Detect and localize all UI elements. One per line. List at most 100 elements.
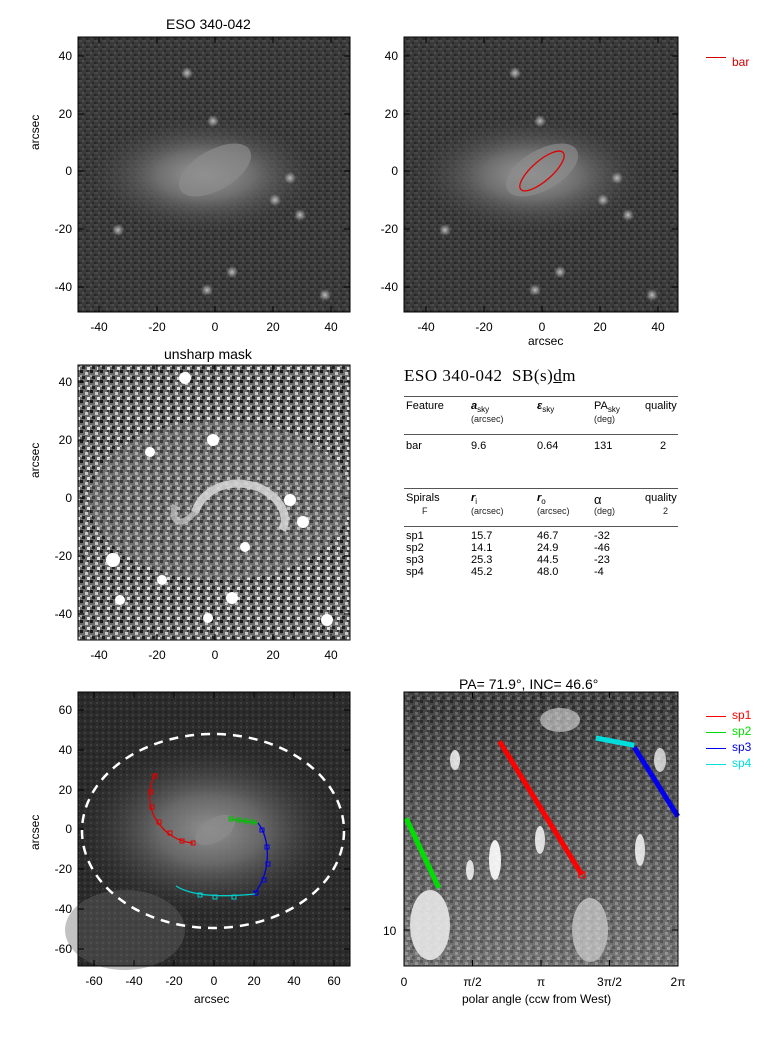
- bar-header-a-unit: (arcsec): [471, 414, 504, 424]
- table-rule-2: [404, 434, 678, 435]
- panel1-title: ESO 340-042: [166, 16, 251, 32]
- panel1-ytick: -40: [54, 280, 72, 294]
- spiral-row-ri: 25.3: [471, 554, 493, 566]
- galaxy-name: ESO 340-042: [404, 366, 503, 385]
- table-rule-3: [404, 488, 678, 489]
- type-suffix: m: [562, 366, 576, 385]
- panel3-xtick: -20: [148, 648, 166, 662]
- legend-sp1-label: sp1: [732, 708, 752, 722]
- panel5-xtick: -60: [85, 974, 103, 988]
- table-title: ESO 340-042 SB(s)dm: [404, 366, 576, 386]
- spiral-sp1-overlay: [149, 772, 194, 844]
- spiral-header-ri: ri: [471, 492, 478, 507]
- spiral-row-name: sp3: [406, 554, 424, 566]
- bar-row-e: 0.64: [537, 440, 559, 452]
- panel1-ytick: -20: [54, 222, 72, 236]
- panel5-xtick: -20: [165, 974, 183, 988]
- panel6-xtick: π/2: [463, 975, 482, 989]
- table-rule-1: [404, 396, 678, 397]
- spiral-header-alpha-unit: (deg): [594, 506, 616, 516]
- bar-row-a: 9.6: [471, 440, 487, 452]
- legend-sp4-swatch: [706, 764, 726, 765]
- panel1-xtick: 0: [211, 320, 219, 334]
- panel3-xtick: 20: [266, 648, 280, 662]
- panel6-title: PA= 71.9°, INC= 46.6°: [459, 676, 599, 692]
- legend-bar-label: bar: [732, 55, 750, 69]
- spiral-header-ro: ro: [537, 492, 546, 507]
- panel3-image: [78, 365, 350, 640]
- bar-header-pa-unit: (deg): [594, 414, 616, 424]
- bar-header-e: εsky: [537, 400, 555, 415]
- series-sp4-line: [595, 735, 635, 748]
- panel5-xtick: 0: [210, 974, 218, 988]
- panel2-xlabel: arcsec: [528, 334, 564, 348]
- spiral-header-ro-unit: (arcsec): [537, 506, 570, 516]
- panel2-ytick: 40: [384, 49, 398, 63]
- disk-ellipse: [80, 732, 346, 930]
- type-underlined: d: [553, 366, 563, 385]
- panel5-ylabel: arcsec: [28, 814, 42, 850]
- spiral-header-f: F: [422, 506, 428, 516]
- panel5-ytick: -40: [54, 902, 72, 916]
- panel5-ytick: 60: [58, 703, 72, 717]
- spiral-header-alpha: α: [594, 492, 602, 507]
- panel5-xtick: -40: [125, 974, 143, 988]
- panel1-xtick: -20: [148, 320, 166, 334]
- legend-sp2-swatch: [706, 732, 726, 733]
- spiral-row-alpha: -4: [594, 566, 604, 578]
- panel2-ytick: 20: [384, 107, 398, 121]
- panel3-xtick: 0: [211, 648, 219, 662]
- table-rule-4: [404, 526, 678, 527]
- panel1-xtick: 20: [266, 320, 280, 334]
- panel2-xtick: 0: [538, 320, 546, 334]
- panel1-ytick: 0: [65, 164, 72, 178]
- panel5-ytick: -60: [54, 942, 72, 956]
- panel6-image: [404, 692, 678, 966]
- panel2-xtick: -40: [417, 320, 435, 334]
- spiral-row-ro: 46.7: [537, 530, 559, 542]
- spiral-row-alpha: -32: [594, 530, 610, 542]
- panel2-ytick: -40: [380, 280, 398, 294]
- legend-sp2-label: sp2: [732, 724, 752, 738]
- legend-sp1-swatch: [706, 716, 726, 717]
- panel3-ytick: 0: [65, 491, 72, 505]
- legend-sp3-swatch: [706, 748, 726, 749]
- bar-row-quality: 2: [660, 440, 667, 452]
- panel3-xtick: 40: [324, 648, 338, 662]
- spiral-header-quality-val: 2: [663, 506, 669, 516]
- panel6-xtick: 2π: [670, 975, 686, 989]
- panel1-ytick: 40: [58, 49, 72, 63]
- panel3-title: unsharp mask: [164, 346, 252, 362]
- panel2-xtick: 40: [651, 320, 665, 334]
- panel6-xtick: 3π/2: [597, 975, 622, 989]
- spiral-row-alpha: -46: [594, 542, 610, 554]
- spiral-row-ro: 24.9: [537, 542, 559, 554]
- panel5-image: [65, 692, 350, 970]
- bar-header-pa: PAsky: [594, 400, 620, 415]
- spiral-row-ri: 45.2: [471, 566, 493, 578]
- spiral-header-quality: quality: [645, 492, 677, 504]
- panel2-xtick: -20: [475, 320, 493, 334]
- series-sp1-end-marker: [578, 871, 586, 879]
- spiral-row-ri: 14.1: [471, 542, 493, 554]
- bar-row-feature: bar: [406, 440, 422, 452]
- panel3-xtick: -40: [90, 648, 108, 662]
- spiral-sp4-overlay: [175, 885, 256, 897]
- series-sp2-line: [403, 817, 442, 890]
- panel6-xlabel: polar angle (ccw from West): [462, 992, 612, 1006]
- panel2-ytick: -20: [380, 222, 398, 236]
- panel2-xtick: 20: [593, 320, 607, 334]
- panel3-ytick: 40: [58, 375, 72, 389]
- panel1-image: [78, 37, 350, 312]
- bar-header-a: asky: [471, 400, 490, 415]
- panel5-xtick: 60: [327, 974, 341, 988]
- spiral-header-feature: Spirals: [406, 492, 440, 504]
- panel5-ytick: 20: [58, 783, 72, 797]
- bar-row-pa: 131: [594, 440, 613, 452]
- spiral-row-ri: 15.7: [471, 530, 493, 542]
- panel6-xtick: π: [536, 975, 546, 989]
- legend-bar-swatch: [706, 57, 726, 58]
- type-prefix: SB(s): [512, 366, 554, 385]
- spiral-row-ro: 48.0: [537, 566, 559, 578]
